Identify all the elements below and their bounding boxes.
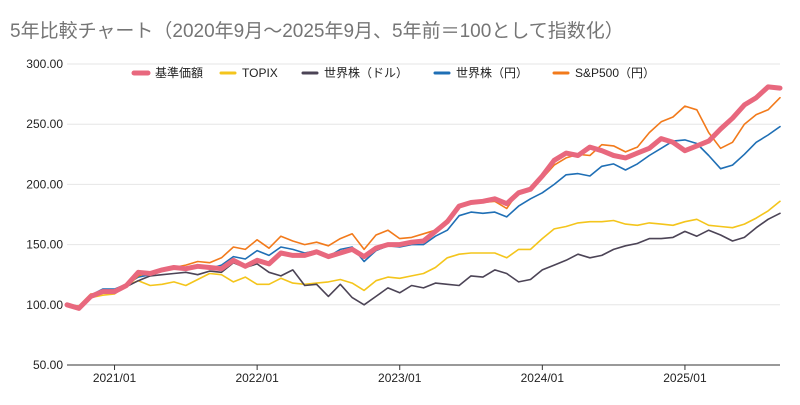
legend-label: 世界株（円） bbox=[456, 65, 528, 80]
grid-lines bbox=[67, 63, 780, 366]
y-tick-label: 50.00 bbox=[33, 358, 63, 372]
y-tick-label: 150.00 bbox=[26, 238, 63, 252]
y-tick-label: 100.00 bbox=[26, 298, 63, 312]
y-axis-ticks: 50.00 100.00 150.00 200.00 250.00 300.00 bbox=[26, 57, 63, 372]
x-tick-label: 2025/01 bbox=[663, 371, 707, 385]
series-line-0 bbox=[64, 84, 783, 311]
series-line-3 bbox=[66, 125, 781, 308]
x-tick-label: 2024/01 bbox=[521, 371, 565, 385]
series-line-4 bbox=[66, 96, 781, 307]
legend-label: 世界株（ドル） bbox=[324, 65, 408, 80]
x-tick-label: 2021/01 bbox=[93, 371, 137, 385]
y-tick-label: 300.00 bbox=[26, 57, 63, 71]
x-tick-label: 2023/01 bbox=[378, 371, 422, 385]
x-axis-ticks: 2021/01 2022/01 2023/01 2024/01 2025/01 bbox=[93, 365, 707, 385]
x-tick-label: 2022/01 bbox=[235, 371, 279, 385]
legend: 基準価額 TOPIX 世界株（ドル） 世界株（円） S&P500（円） bbox=[131, 65, 655, 80]
series-line-2 bbox=[66, 212, 781, 310]
y-tick-label: 250.00 bbox=[26, 117, 63, 131]
legend-label: S&P500（円） bbox=[575, 66, 655, 80]
legend-label: TOPIX bbox=[242, 66, 278, 80]
series-line-1 bbox=[66, 200, 781, 311]
chart-title: 5年比較チャート（2020年9月～2025年9月、5年前＝100として指数化） bbox=[10, 20, 624, 42]
legend-label: 基準価額 bbox=[155, 65, 203, 80]
series-lines bbox=[64, 84, 783, 311]
y-tick-label: 200.00 bbox=[26, 177, 63, 191]
